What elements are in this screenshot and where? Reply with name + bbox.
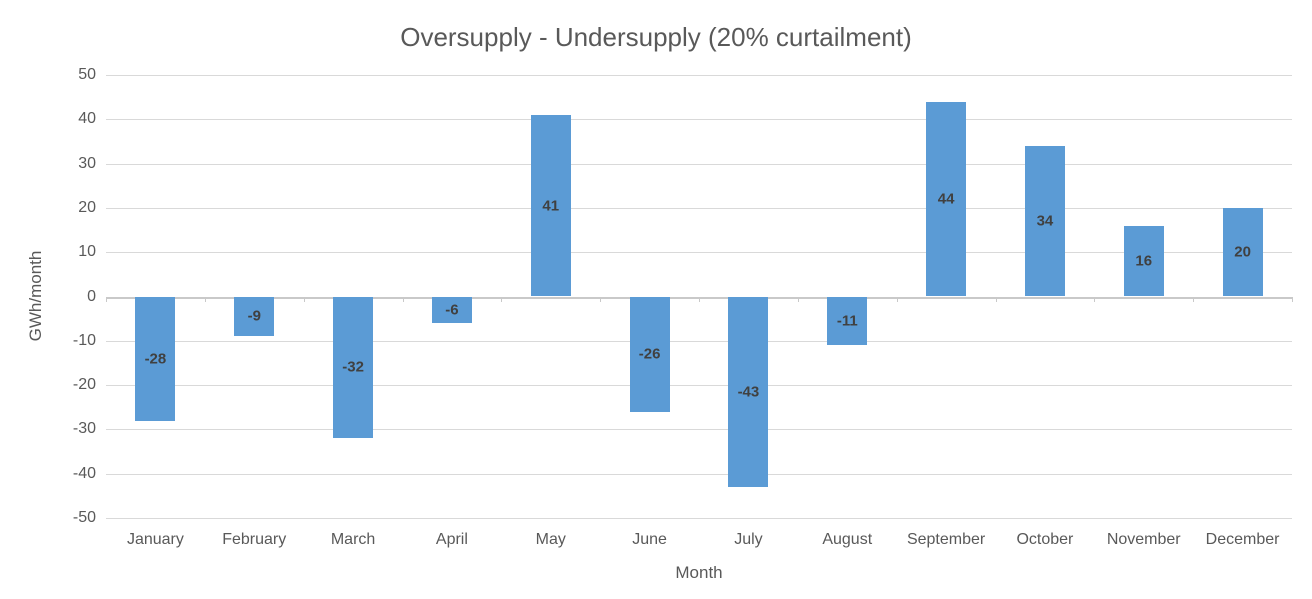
bar xyxy=(1222,207,1263,297)
bar-value-label: 41 xyxy=(542,197,560,215)
bar xyxy=(926,101,967,297)
gridline xyxy=(106,518,1292,519)
x-category-label: August xyxy=(822,531,873,548)
bar xyxy=(1024,145,1065,297)
axis-tick xyxy=(204,296,206,302)
y-tick-label: -10 xyxy=(72,331,96,349)
gridline xyxy=(106,473,1292,475)
axis-tick xyxy=(1094,296,1096,302)
y-tick-label: 20 xyxy=(78,198,96,216)
y-tick-label: -20 xyxy=(72,376,96,394)
gridline xyxy=(106,119,1292,121)
bar-value-label: 20 xyxy=(1234,243,1251,261)
y-tick-label: -30 xyxy=(72,420,96,438)
bar xyxy=(728,296,769,487)
x-category-label: December xyxy=(1205,531,1280,548)
x-category-label: April xyxy=(435,531,468,548)
axis-tick xyxy=(797,296,799,302)
axis-tick xyxy=(106,296,107,302)
y-tick-label: 0 xyxy=(87,287,96,305)
bar xyxy=(827,296,868,346)
bar xyxy=(1123,225,1164,297)
y-tick-label: 50 xyxy=(78,66,96,83)
gridline xyxy=(106,385,1292,387)
axis-tick xyxy=(600,296,602,302)
chart-title: Oversupply - Undersupply (20% curtailmen… xyxy=(400,22,912,52)
bar-value-label: -9 xyxy=(247,307,261,325)
y-tick-label: 30 xyxy=(78,154,96,172)
bar xyxy=(135,296,176,421)
y-tick-label: 40 xyxy=(78,110,96,128)
axis-tick xyxy=(1292,296,1293,302)
bar-value-label: 16 xyxy=(1135,252,1153,270)
gridline xyxy=(106,207,1292,209)
axis-tick xyxy=(303,296,305,302)
bar-value-label: -26 xyxy=(638,345,661,363)
bar-value-label: -32 xyxy=(342,358,364,376)
x-category-label: September xyxy=(906,531,986,548)
bar-value-label: 44 xyxy=(937,190,955,208)
axis-tick xyxy=(699,296,700,302)
gridline xyxy=(106,163,1292,165)
plot-area: -28 -9 -32 -6 41 -26 -43 -11 44 34 16 20 xyxy=(106,75,1293,519)
x-category-label: July xyxy=(734,531,763,548)
bar-value-label: 34 xyxy=(1036,212,1054,230)
bar-value-label: -43 xyxy=(737,383,760,401)
x-category-label: February xyxy=(222,531,287,548)
bar xyxy=(234,296,275,337)
bar xyxy=(629,296,670,412)
axis-tick xyxy=(501,296,503,302)
x-category-label: October xyxy=(1016,531,1074,548)
x-category-label: May xyxy=(535,531,566,548)
bar xyxy=(333,296,374,439)
y-tick-label: -50 xyxy=(72,509,96,526)
bar xyxy=(431,296,472,324)
x-category-label: March xyxy=(330,531,376,548)
gridline xyxy=(106,75,1292,76)
x-axis-title: Month xyxy=(675,563,723,582)
gridline xyxy=(106,252,1292,254)
axis-tick xyxy=(896,296,898,302)
x-category-label: November xyxy=(1106,531,1181,548)
x-category-label: January xyxy=(126,531,184,548)
y-tick-label: 10 xyxy=(78,243,96,261)
bar xyxy=(530,114,571,297)
bar-value-label: -11 xyxy=(836,312,858,330)
bar-value-label: -28 xyxy=(144,350,167,368)
y-tick-label: -40 xyxy=(72,464,96,482)
axis-tick xyxy=(1193,296,1195,302)
bar-value-label: -6 xyxy=(445,301,459,319)
axis-tick xyxy=(402,296,404,302)
gridline xyxy=(106,429,1292,431)
axis-tick xyxy=(995,296,997,302)
x-category-label: June xyxy=(632,531,667,548)
gridline xyxy=(106,340,1292,342)
